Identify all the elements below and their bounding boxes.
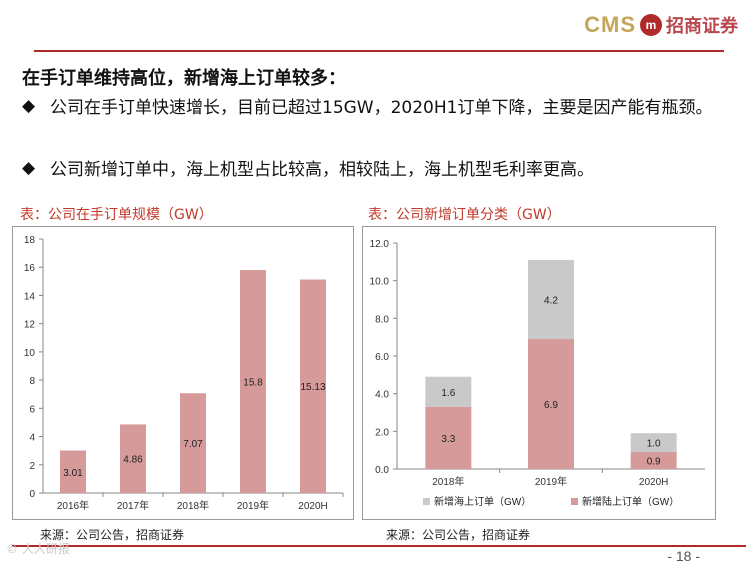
y-tick-label: 10 xyxy=(24,348,36,359)
header-divider xyxy=(34,50,724,52)
x-tick-label: 2018年 xyxy=(177,499,209,512)
y-tick-label: 16 xyxy=(24,263,36,274)
bar-value-label: 1.0 xyxy=(647,439,661,450)
bullet-item-2: ◆ 公司新增订单中，海上机型占比较高，相较陆上，海上机型毛利率更高。 xyxy=(22,158,740,183)
y-tick-label: 6 xyxy=(29,404,35,415)
bar-2019年 xyxy=(240,270,266,493)
slide-heading: 在手订单维持高位，新增海上订单较多： xyxy=(22,68,346,89)
y-tick-label: 8.0 xyxy=(375,314,389,325)
bar-onshore-2018年 xyxy=(425,406,472,469)
bar-2017年 xyxy=(120,424,146,493)
brand-emblem-icon: m xyxy=(640,14,662,36)
y-tick-label: 10.0 xyxy=(370,277,390,288)
y-tick-label: 14 xyxy=(24,291,36,302)
y-tick-label: 12 xyxy=(24,320,36,331)
legend-label-onshore: 新增陆上订单（GW） xyxy=(582,495,679,508)
bar-value-label: 0.9 xyxy=(647,457,661,468)
bar-offshore-2018年 xyxy=(425,376,472,407)
bar-value-label: 1.6 xyxy=(441,388,455,399)
bar-2020H xyxy=(300,279,326,493)
bar-value-label: 3.3 xyxy=(441,434,455,445)
bar-value-label: 15.13 xyxy=(300,382,325,393)
bar-offshore-2019年 xyxy=(528,259,574,340)
x-tick-label: 2020H xyxy=(639,477,668,488)
brand-cms-text: CMS xyxy=(584,12,636,37)
chart2-svg: 0.0 2.0 4.0 6.0 8.0 10.0 12.0 3.3 1.6 2018年 6.9 4.2… xyxy=(370,239,705,508)
chart2-frame: 0.0 2.0 4.0 6.0 8.0 10.0 12.0 3.3 1.6 2018年 6.9 4.2… xyxy=(362,226,716,520)
bar-value-label: 15.8 xyxy=(243,378,263,389)
bar-onshore-2019年 xyxy=(528,339,574,469)
bullet-text-2: 公司新增订单中，海上机型占比较高，相较陆上，海上机型毛利率更高。 xyxy=(50,160,594,180)
y-tick-label: 12.0 xyxy=(370,239,390,250)
x-tick-label: 2019年 xyxy=(535,475,567,488)
bar-value-label: 7.07 xyxy=(183,439,203,450)
chart2-caption: 表：公司新增订单分类（GW） xyxy=(368,207,561,223)
y-tick-label: 4.0 xyxy=(375,390,389,401)
y-tick-label: 2.0 xyxy=(375,427,389,438)
footer-divider xyxy=(12,545,746,547)
watermark: © 人人研报 xyxy=(6,542,70,556)
bar-value-label: 4.86 xyxy=(123,455,143,466)
y-tick-label: 0.0 xyxy=(375,465,389,476)
brand-logo-group: CMS m 招商证券 xyxy=(584,12,738,38)
bar-value-label: 6.9 xyxy=(544,400,558,411)
diamond-bullet-icon: ◆ xyxy=(22,158,36,178)
diamond-bullet-icon: ◆ xyxy=(22,96,36,116)
bar-offshore-2020H xyxy=(630,433,677,453)
x-tick-label: 2019年 xyxy=(237,499,269,512)
x-tick-label: 2016年 xyxy=(57,499,89,512)
legend-swatch-offshore xyxy=(423,498,430,505)
y-tick-label: 4 xyxy=(29,433,35,444)
x-tick-label: 2020H xyxy=(298,501,327,512)
y-tick-label: 6.0 xyxy=(375,352,389,363)
chart1-caption: 表：公司在手订单规模（GW） xyxy=(20,207,213,223)
legend-label-offshore: 新增海上订单（GW） xyxy=(434,495,531,508)
bar-value-label: 4.2 xyxy=(544,296,558,307)
bar-value-label: 3.01 xyxy=(63,468,83,479)
legend-swatch-onshore xyxy=(571,498,578,505)
x-tick-label: 2018年 xyxy=(432,475,464,488)
chart1-svg: 0 2 4 6 8 10 12 14 16 18 3.01 2016年 4.86 2017年 7.07 201… xyxy=(24,235,344,512)
bullet-item-1: ◆ 公司在手订单快速增长，目前已超过15GW，2020H1订单下降，主要是因产能… xyxy=(22,96,740,121)
x-tick-label: 2017年 xyxy=(117,499,149,512)
page-number: - 18 - xyxy=(667,548,700,564)
y-tick-label: 2 xyxy=(29,461,35,472)
bar-onshore-2020H xyxy=(630,452,677,469)
chart1-source: 来源：公司公告，招商证券 xyxy=(40,528,185,542)
y-tick-label: 0 xyxy=(29,489,35,500)
bar-2016年 xyxy=(60,450,86,493)
bullet-text-1: 公司在手订单快速增长，目前已超过15GW，2020H1订单下降，主要是因产能有瓶… xyxy=(50,98,713,118)
bar-2018年 xyxy=(180,393,206,493)
y-tick-label: 8 xyxy=(29,376,35,387)
chart1-frame: 0 2 4 6 8 10 12 14 16 18 3.01 2016年 4.86 2017年 7.07 201… xyxy=(12,226,354,520)
y-tick-label: 18 xyxy=(24,235,36,246)
brand-name: 招商证券 xyxy=(666,16,738,37)
chart2-source: 来源：公司公告，招商证券 xyxy=(386,528,531,542)
